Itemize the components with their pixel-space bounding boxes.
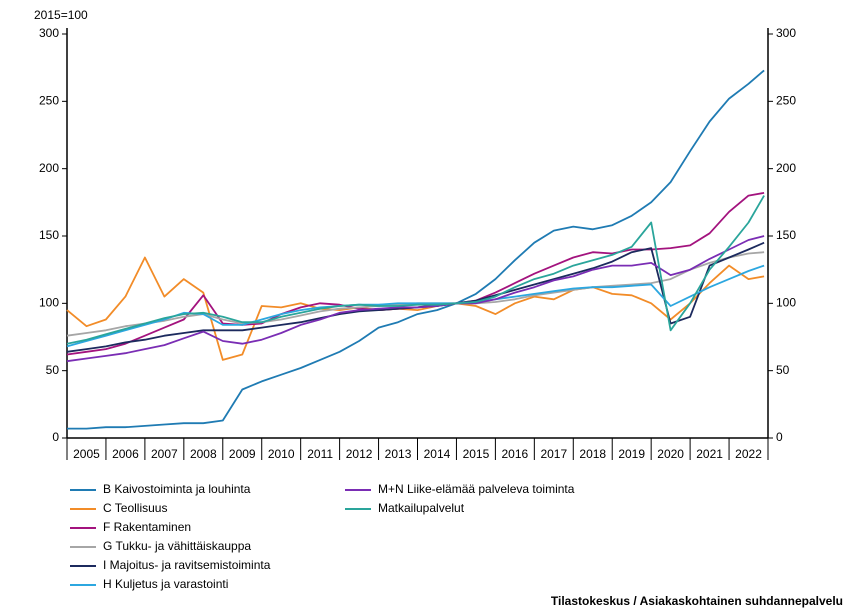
unit-label: 2015=100 [34, 8, 88, 22]
y-tick-label: 100 [39, 296, 59, 310]
y-tick-label: 150 [39, 228, 59, 242]
x-tick-label: 2022 [735, 447, 762, 461]
x-tick-label: 2012 [346, 447, 373, 461]
y2-tick-label: 100 [776, 296, 796, 310]
x-tick-label: 2013 [385, 447, 412, 461]
x-tick-label: 2016 [502, 447, 529, 461]
legend-label: C Teollisuus [103, 501, 167, 515]
legend-label: M+N Liike-elämää palveleva toiminta [378, 482, 575, 496]
x-tick-label: 2006 [112, 447, 139, 461]
y2-tick-label: 250 [776, 94, 796, 108]
x-tick-label: 2019 [618, 447, 645, 461]
y2-tick-label: 300 [776, 26, 796, 40]
y-tick-label: 250 [39, 94, 59, 108]
y2-tick-label: 50 [776, 363, 790, 377]
x-tick-label: 2010 [268, 447, 295, 461]
series-line [66, 256, 765, 361]
x-tick-label: 2015 [463, 447, 490, 461]
x-tick-label: 2008 [190, 447, 217, 461]
x-tick-label: 2014 [424, 447, 451, 461]
y-tick-label: 0 [52, 430, 59, 444]
series-line [66, 264, 765, 348]
legend-label: F Rakentaminen [103, 520, 191, 534]
x-tick-label: 2007 [151, 447, 178, 461]
legend-label: Matkailupalvelut [378, 501, 465, 515]
series-line [66, 241, 765, 353]
x-tick-label: 2017 [540, 447, 567, 461]
x-tick-label: 2020 [657, 447, 684, 461]
x-tick-label: 2018 [579, 447, 606, 461]
legend-label: H Kuljetus ja varastointi [103, 577, 228, 591]
y2-tick-label: 0 [776, 430, 783, 444]
legend-label: G Tukku- ja vähittäiskauppa [103, 539, 251, 553]
y-tick-label: 50 [46, 363, 60, 377]
x-tick-label: 2005 [73, 447, 100, 461]
series-line [66, 235, 765, 363]
x-tick-label: 2009 [229, 447, 256, 461]
y-tick-label: 200 [39, 161, 59, 175]
x-tick-label: 2021 [696, 447, 723, 461]
series-line [67, 69, 765, 430]
legend-label: I Majoitus- ja ravitsemistoiminta [103, 558, 271, 572]
y-tick-label: 300 [39, 26, 59, 40]
series-line [66, 195, 765, 345]
x-tick-label: 2011 [307, 447, 333, 461]
legend-label: B Kaivostoiminta ja louhinta [103, 482, 251, 496]
y2-tick-label: 150 [776, 228, 796, 242]
source: Tilastokeskus / Asiakaskohtainen suhdann… [551, 594, 843, 608]
y2-tick-label: 200 [776, 161, 796, 175]
